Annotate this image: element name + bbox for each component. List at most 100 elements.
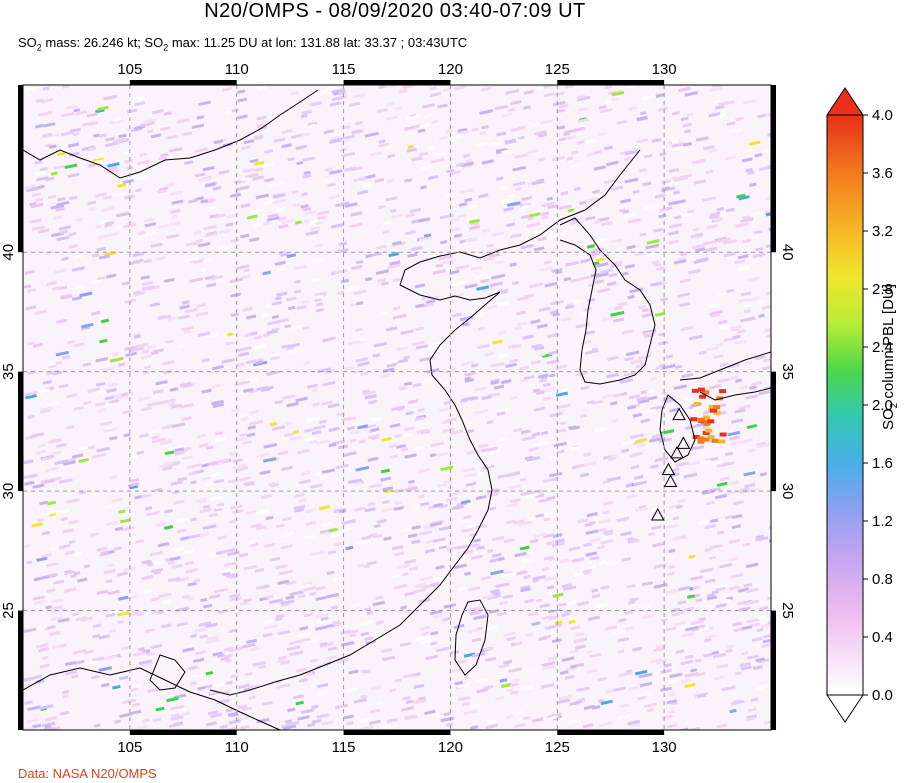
so2-pixel [416, 428, 429, 434]
so2-pixel [328, 194, 341, 200]
so2-pixel [134, 495, 142, 500]
colorbar-tick-label: 3.6 [872, 165, 893, 182]
so2-pixel [460, 188, 474, 195]
so2-pixel [300, 132, 310, 137]
so2-pixel [564, 674, 575, 680]
so2-pixel [595, 272, 609, 278]
so2-pixel [92, 656, 105, 662]
so2-pixel [528, 489, 543, 496]
so2-pixel [341, 134, 356, 141]
so2-pixel [763, 719, 771, 725]
so2-pixel [721, 685, 736, 692]
so2-pixel [79, 291, 93, 298]
so2-pixel [474, 274, 484, 280]
so2-pixel [429, 86, 437, 91]
so2-pixel [168, 722, 182, 728]
so2-pixel [336, 657, 349, 664]
so2-pixel [227, 711, 239, 717]
so2-pixel [151, 435, 160, 440]
so2-pixel [266, 216, 280, 222]
so2-pixel [188, 666, 196, 671]
so2-hotspot-pixel [707, 435, 715, 440]
so2-pixel [41, 530, 50, 536]
so2-pixel [463, 709, 478, 716]
so2-pixel [394, 433, 402, 439]
so2-pixel [92, 623, 102, 629]
so2-pixel [28, 674, 42, 681]
so2-pixel [671, 111, 680, 116]
so2-pixel [206, 282, 217, 288]
so2-pixel [540, 430, 549, 436]
so2-pixel [104, 504, 114, 510]
so2-pixel [57, 617, 70, 623]
so2-pixel [611, 97, 618, 102]
so2-pixel [105, 141, 119, 148]
so2-pixel [529, 538, 539, 544]
so2-pixel [296, 448, 310, 455]
so2-pixel [176, 528, 187, 534]
so2-hotspot-pixel [702, 437, 710, 442]
so2-pixel [199, 634, 208, 639]
so2-pixel [370, 685, 382, 691]
so2-pixel [407, 399, 419, 405]
so2-hotspot-pixel [702, 390, 710, 395]
so2-pixel [506, 502, 519, 508]
so2-pixel [404, 178, 413, 183]
so2-pixel [743, 309, 751, 314]
so2-pixel [492, 591, 501, 596]
so2-pixel [270, 181, 285, 188]
so2-pixel [720, 593, 731, 599]
so2-pixel [668, 223, 683, 229]
so2-pixel [303, 170, 311, 175]
so2-pixel [103, 94, 117, 101]
so2-pixel [495, 582, 510, 589]
so2-pixel [639, 111, 647, 116]
so2-pixel [67, 142, 80, 148]
so2-pixel [765, 291, 771, 296]
so2-pixel [322, 380, 336, 387]
map-title: N20/OMPS - 08/09/2020 03:40-07:09 UT [204, 0, 586, 22]
so2-pixel [273, 616, 283, 622]
so2-pixel [353, 368, 364, 374]
so2-pixel [23, 543, 32, 549]
so2-pixel [289, 590, 304, 597]
so2-pixel [95, 356, 109, 363]
so2-pixel [353, 698, 367, 704]
so2-pixel [152, 109, 164, 115]
so2-pixel [61, 689, 70, 695]
so2-pixel [749, 211, 761, 217]
so2-pixel [309, 591, 317, 596]
so2-pixel [71, 612, 80, 617]
so2-pixel [691, 445, 705, 451]
so2-pixel [522, 334, 534, 340]
lon-tick-label-bottom: 115 [332, 739, 356, 756]
so2-pixel [483, 256, 495, 262]
so2-pixel [692, 227, 700, 232]
so2-pixel [551, 541, 565, 548]
so2-pixel [744, 303, 752, 308]
so2-pixel [584, 461, 597, 467]
so2-pixel [118, 509, 126, 514]
so2-pixel [181, 325, 195, 332]
so2-pixel [563, 276, 572, 282]
so2-pixel [486, 419, 494, 425]
so2-pixel [691, 158, 706, 165]
so2-pixel [386, 85, 396, 89]
so2-pixel [580, 258, 591, 264]
so2-pixel [576, 94, 586, 100]
so2-pixel [315, 595, 327, 602]
so2-pixel [532, 388, 541, 393]
so2-pixel [476, 285, 490, 291]
so2-pixel [216, 698, 230, 705]
so2-pixel [490, 569, 504, 576]
so2-pixel [150, 643, 163, 650]
so2-pixel [565, 260, 579, 267]
so2-pixel [122, 409, 133, 415]
so2-pixel [341, 519, 357, 525]
so2-pixel [31, 225, 45, 232]
so2-pixel [170, 480, 183, 486]
so2-pixel [310, 101, 323, 107]
so2-pixel [24, 269, 35, 275]
so2-pixel [730, 375, 739, 380]
